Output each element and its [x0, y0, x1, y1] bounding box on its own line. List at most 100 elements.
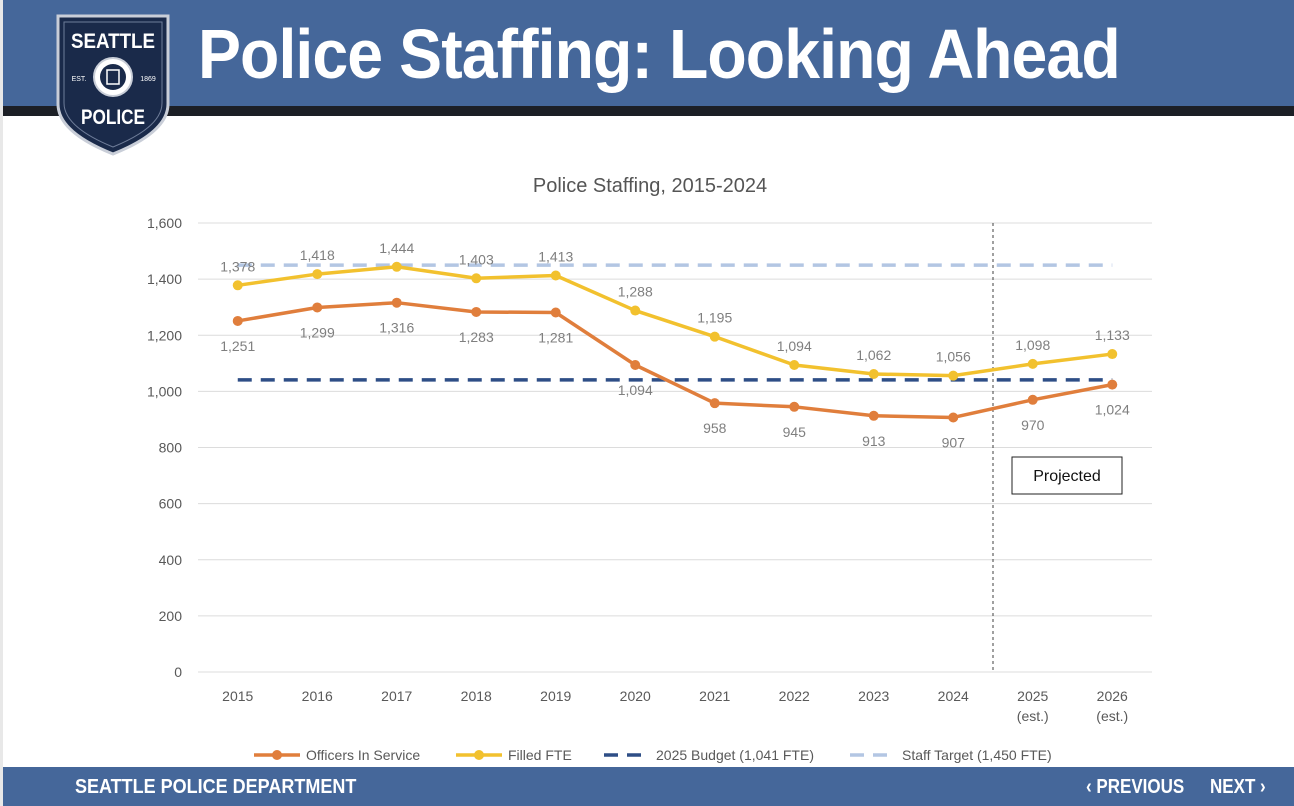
officers-series-line — [237, 300, 1113, 420]
filled-fte-data-point — [471, 273, 482, 284]
x-tick-label: 2017 — [381, 688, 412, 704]
officers-data-label: 1,283 — [459, 329, 494, 345]
officers-data-point — [1027, 394, 1038, 405]
filled-fte-data-label: 1,062 — [856, 347, 891, 363]
officers-data-label: 958 — [703, 420, 727, 436]
y-tick-label: 600 — [159, 496, 183, 512]
filled-fte-series-line — [237, 265, 1113, 378]
legend-entry-label: 2025 Budget (1,041 FTE) — [656, 747, 814, 763]
filled-fte-data-label: 1,133 — [1095, 327, 1130, 343]
y-tick-label: 1,000 — [147, 383, 182, 399]
next-button[interactable]: NEXT › — [1210, 776, 1266, 798]
y-tick-label: 800 — [159, 440, 183, 456]
badge-est-text: EST. — [72, 76, 87, 83]
footer-department-name: SEATTLE POLICE DEPARTMENT — [75, 776, 357, 798]
x-tick-label-line: (est.) — [1096, 708, 1128, 724]
x-tick-label: 2025 (est.) — [1017, 688, 1049, 724]
filled-fte-data-point — [709, 331, 720, 342]
y-tick-label: 0 — [174, 664, 182, 680]
officers-data-label: 1,251 — [220, 338, 255, 354]
x-tick-label: 2026 (est.) — [1096, 688, 1128, 724]
filled-fte-data-point — [391, 261, 402, 272]
filled-fte-data-label: 1,195 — [697, 310, 732, 326]
officers-data-point — [948, 412, 959, 423]
filled-fte-data-label: 1,378 — [220, 258, 255, 274]
x-tick-label: 2019 — [540, 688, 571, 704]
x-tick-label-line: (est.) — [1017, 708, 1049, 724]
x-tick-label-line: 2026 — [1097, 688, 1128, 704]
x-tick-label: 2021 — [699, 688, 730, 704]
filled-fte-data-point — [630, 305, 641, 316]
filled-fte-data-point — [868, 368, 879, 379]
filled-fte-data-label: 1,444 — [379, 240, 414, 256]
previous-button[interactable]: ‹ PREVIOUS — [1086, 776, 1185, 798]
x-tick-label-line: 2020 — [620, 688, 651, 704]
officers-data-point — [550, 307, 561, 318]
header-rule — [3, 106, 1294, 116]
y-tick-label: 400 — [159, 552, 183, 568]
filled-fte-data-label: 1,413 — [538, 248, 573, 264]
slide-edge — [0, 0, 3, 806]
officers-data-label: 913 — [862, 433, 886, 449]
x-tick-label-line: 2024 — [938, 688, 969, 704]
filled-fte-data-label: 1,288 — [618, 284, 653, 300]
x-tick-label: 2016 — [302, 688, 333, 704]
legend-entry-label: Filled FTE — [508, 747, 572, 763]
x-tick-label-line: 2019 — [540, 688, 571, 704]
x-tick-label: 2018 — [461, 688, 492, 704]
officers-data-point — [312, 302, 323, 313]
officers-data-point — [232, 315, 243, 326]
filled-fte-data-label: 1,418 — [300, 247, 335, 263]
officers-data-point — [630, 359, 641, 370]
y-tick-label: 1,400 — [147, 271, 182, 287]
officers-data-point — [709, 398, 720, 409]
officers-data-point — [1107, 379, 1118, 390]
filled-fte-data-label: 1,094 — [777, 338, 812, 354]
filled-fte-data-point — [1107, 349, 1118, 360]
x-tick-label: 2024 — [938, 688, 969, 704]
filled-fte-data-point — [312, 269, 323, 280]
filled-fte-data-point — [1027, 358, 1038, 369]
filled-fte-data-label: 1,403 — [459, 251, 494, 267]
officers-data-point — [868, 410, 879, 421]
badge-police-text: POLICE — [81, 106, 145, 129]
x-tick-label-line: 2017 — [381, 688, 412, 704]
x-tick-label-line: 2025 — [1017, 688, 1048, 704]
officers-data-label: 1,024 — [1095, 402, 1130, 418]
x-tick-label-line: 2022 — [779, 688, 810, 704]
x-tick-label: 2022 — [779, 688, 810, 704]
filled-fte-data-label: 1,098 — [1015, 337, 1050, 353]
officers-data-label: 907 — [942, 434, 966, 450]
filled-fte-data-point — [232, 280, 243, 291]
officers-data-label: 1,281 — [538, 330, 573, 346]
chart-title: Police Staffing, 2015-2024 — [532, 175, 768, 197]
badge-seattle-text: SEATTLE — [71, 30, 155, 53]
x-tick-label: 2020 — [620, 688, 651, 704]
x-tick-label: 2015 — [222, 688, 253, 704]
y-tick-label: 200 — [159, 608, 183, 624]
legend-entry-label: Staff Target (1,450 FTE) — [902, 747, 1052, 763]
x-tick-label-line: 2015 — [222, 688, 253, 704]
projected-box — [1011, 456, 1123, 495]
officers-data-label: 970 — [1021, 417, 1045, 433]
filled-fte-data-point — [948, 370, 959, 381]
legend-swatch-marker — [272, 750, 282, 760]
x-tick-label-line: 2023 — [858, 688, 889, 704]
legend-entry-label: Officers In Service — [306, 747, 420, 763]
filled-fte-data-point — [789, 359, 800, 370]
x-tick-label-line: 2021 — [699, 688, 730, 704]
x-tick-label: 2023 — [858, 688, 889, 704]
officers-data-label: 1,299 — [300, 324, 335, 340]
header-bar — [3, 0, 1294, 106]
x-tick-label-line: 2016 — [302, 688, 333, 704]
footer-bar — [3, 767, 1294, 806]
y-tick-label: 1,200 — [147, 327, 182, 343]
officers-data-label: 1,094 — [618, 382, 653, 398]
x-tick-label-line: 2018 — [461, 688, 492, 704]
officers-data-point — [471, 306, 482, 317]
projected-label: Projected — [1033, 468, 1101, 485]
y-tick-label: 1,600 — [147, 215, 182, 231]
badge-year-text: 1869 — [140, 76, 156, 83]
